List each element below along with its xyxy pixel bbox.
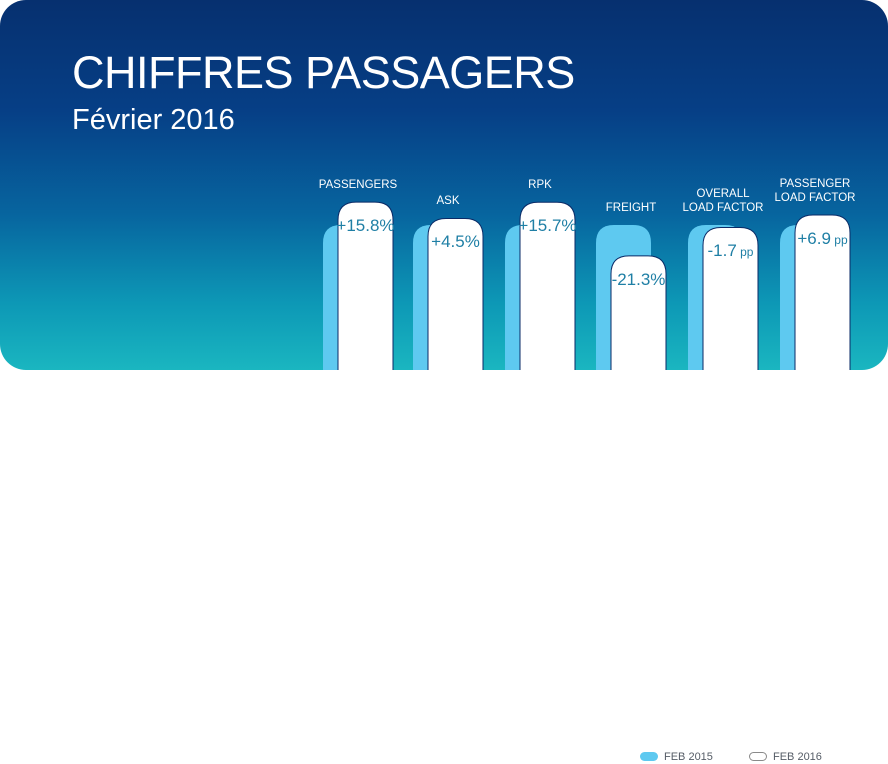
category-label-passenger-load-factor: PASSENGER LOAD FACTOR <box>755 177 875 205</box>
category-label-passengers: PASSENGERS <box>298 178 418 192</box>
change-value: +6.9 <box>797 228 831 248</box>
legend-label-feb-2016: FEB 2016 <box>773 751 822 763</box>
legend: FEB 2015 FEB 2016 <box>0 370 888 763</box>
change-label-overall-load-factor: -1.7 pp <box>676 241 786 262</box>
change-label-passengers: +15.8% <box>311 216 421 236</box>
chart-subtitle: Février 2016 <box>72 104 235 136</box>
bar-feb-2016-passenger-load-factor <box>794 214 851 370</box>
chart-title: CHIFFRES PASSAGERS <box>72 47 575 98</box>
chart-panel: CHIFFRES PASSAGERS Février 2016 PASSENGE… <box>0 0 888 370</box>
change-value: -1.7 <box>707 241 737 261</box>
bar-feb-2016-freight <box>610 255 667 370</box>
change-unit: pp <box>830 232 848 247</box>
change-unit: pp <box>736 245 754 260</box>
bar-feb-2016-passengers <box>337 201 394 370</box>
legend-label-feb-2015: FEB 2015 <box>664 751 713 763</box>
category-label-line: PASSENGERS <box>318 179 398 192</box>
category-label-line: OVERALL <box>696 188 750 200</box>
category-label-line: RPK <box>528 179 552 192</box>
legend-swatch-feb-2015 <box>640 752 658 761</box>
category-label-ask: ASK <box>388 194 508 208</box>
category-label-line: LOAD FACTOR <box>682 202 764 214</box>
category-label-rpk: RPK <box>480 178 600 192</box>
change-label-rpk: +15.7% <box>493 216 603 236</box>
change-value: +15.8% <box>336 216 395 236</box>
category-label-overall-load-factor: OVERALL LOAD FACTOR <box>663 187 783 215</box>
category-label-line: LOAD FACTOR <box>774 191 856 204</box>
change-value: -21.3% <box>611 269 666 289</box>
change-label-passenger-load-factor: +6.9 pp <box>768 229 878 250</box>
change-value: +4.5% <box>431 232 480 252</box>
chart-plot <box>323 201 851 370</box>
change-value: +15.7% <box>518 216 577 236</box>
bar-feb-2016-rpk <box>519 201 576 370</box>
category-label-line: FREIGHT <box>605 202 657 214</box>
category-label-line: ASK <box>436 195 460 208</box>
bar-feb-2016-ask <box>427 217 484 370</box>
legend-swatch-feb-2016 <box>749 752 767 761</box>
category-label-line: PASSENGER <box>779 177 851 190</box>
category-label-freight: FREIGHT <box>571 201 691 215</box>
bar-feb-2016-overall-load-factor <box>702 226 759 370</box>
change-label-freight: -21.3% <box>584 270 694 290</box>
change-label-ask: +4.5% <box>401 232 511 252</box>
